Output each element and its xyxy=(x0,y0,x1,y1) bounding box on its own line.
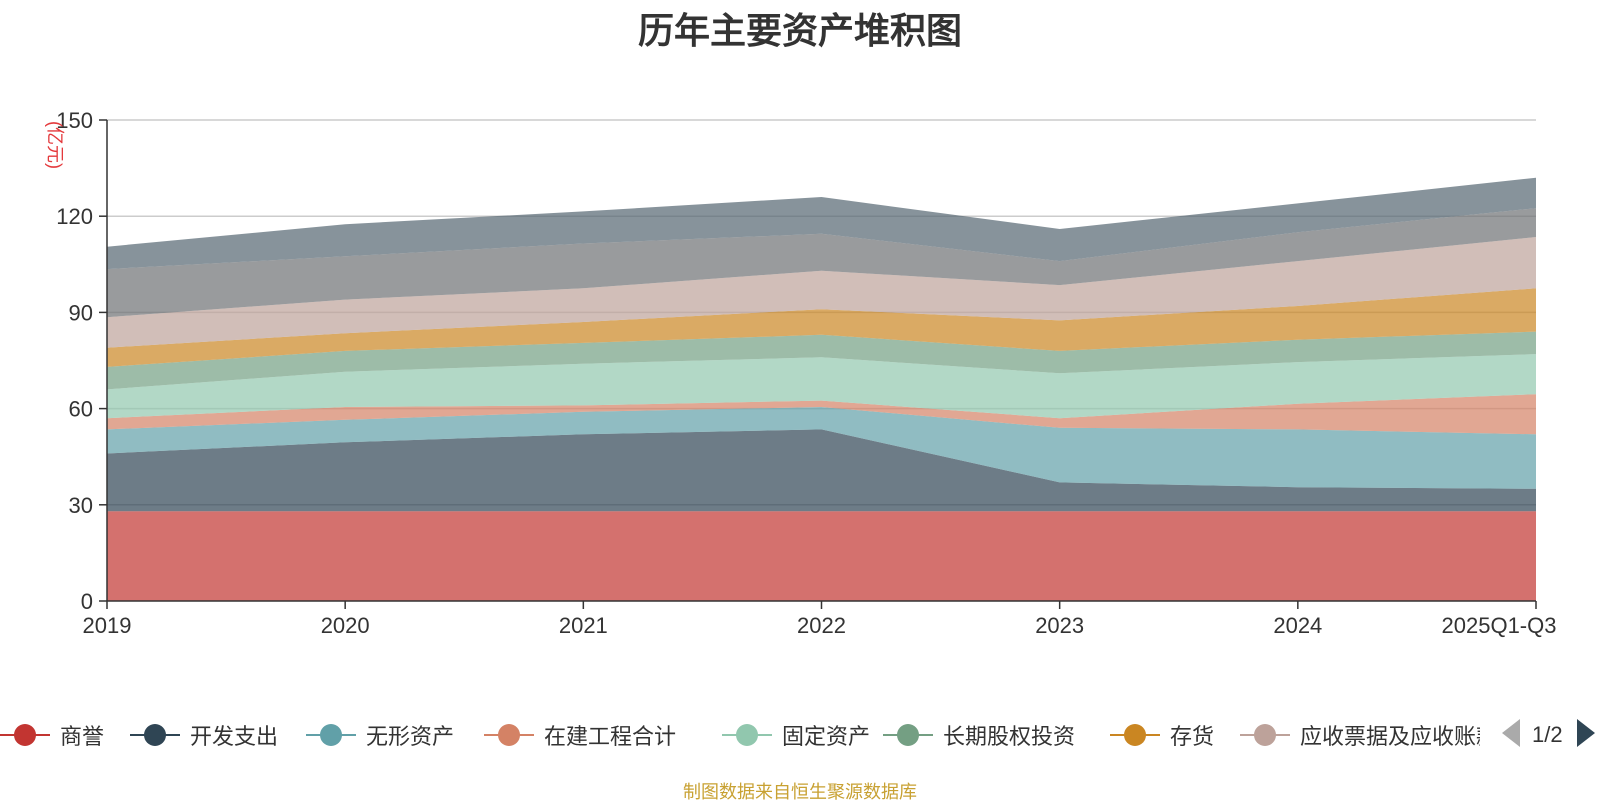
legend-item[interactable]: 固定资产 xyxy=(722,718,870,752)
area-series-1 xyxy=(107,429,1536,512)
legend-marker-icon xyxy=(484,724,534,746)
area-series-9 xyxy=(107,177,1536,270)
legend-marker-icon xyxy=(1110,724,1160,746)
legend-pager: 1/2 xyxy=(1500,718,1597,752)
legend-item[interactable]: 开发支出 xyxy=(130,718,278,752)
legend-item[interactable]: 存货 xyxy=(1110,718,1214,752)
x-tick-label: 2023 xyxy=(1035,613,1084,638)
y-tick-label: 30 xyxy=(69,493,93,518)
legend-marker-icon xyxy=(130,724,180,746)
y-tick-label: 150 xyxy=(56,108,93,133)
legend-item[interactable]: 应收票据及应收账款 xyxy=(1240,718,1480,752)
area-series-8 xyxy=(107,208,1536,318)
legend: 商誉 开发支出 无形资产 在建工程合计 固定资产 长期股权投资 存货 应收票据及应收账款 xyxy=(0,718,1480,752)
legend-marker-icon xyxy=(883,724,933,746)
area-series-6 xyxy=(107,288,1536,367)
legend-marker-icon xyxy=(1240,724,1290,746)
area-series-4 xyxy=(107,354,1536,419)
x-tick-label: 2024 xyxy=(1273,613,1322,638)
area-series-3 xyxy=(107,394,1536,435)
legend-label: 固定资产 xyxy=(782,724,871,749)
x-tick-label: 2022 xyxy=(797,613,846,638)
data-source-note: 制图数据来自恒生聚源数据库 xyxy=(683,782,917,802)
legend-marker-icon xyxy=(722,724,772,746)
series-areas xyxy=(107,177,1536,601)
legend-label: 长期股权投资 xyxy=(943,724,1076,749)
x-tick-label: 2020 xyxy=(321,613,370,638)
legend-page-indicator: 1/2 xyxy=(1532,722,1563,747)
y-tick-label: 0 xyxy=(81,589,93,614)
legend-label: 无形资产 xyxy=(366,724,455,749)
legend-label: 应收票据及应收账款 xyxy=(1300,724,1480,749)
legend-item[interactable]: 在建工程合计 xyxy=(484,718,676,752)
legend-marker-icon xyxy=(306,724,356,746)
legend-item[interactable]: 商誉 xyxy=(0,718,104,752)
y-axis-unit-label: (亿元) xyxy=(45,121,65,169)
x-tick-label: 2025Q1-Q3 xyxy=(1442,613,1557,638)
area-series-2 xyxy=(107,407,1536,489)
y-tick-label: 60 xyxy=(69,397,93,422)
legend-label: 在建工程合计 xyxy=(544,724,677,749)
legend-label: 商誉 xyxy=(60,724,105,749)
legend-marker-icon xyxy=(0,724,50,746)
y-tick-label: 120 xyxy=(56,204,93,229)
area-series-7 xyxy=(107,237,1536,348)
axes: 0 30 60 90 120 150 2019 2020 2021 2022 2023 2024 202… xyxy=(45,108,1556,638)
legend-item[interactable]: 无形资产 xyxy=(306,718,454,752)
legend-next-icon[interactable] xyxy=(1575,718,1597,753)
legend-prev-icon[interactable] xyxy=(1500,718,1522,753)
legend-item[interactable]: 长期股权投资 xyxy=(883,718,1075,752)
area-series-5 xyxy=(107,331,1536,390)
x-tick-label: 2021 xyxy=(559,613,608,638)
chart-title: 历年主要资产堆积图 xyxy=(637,10,962,51)
x-tick-label: 2019 xyxy=(83,613,132,638)
area-series-0 xyxy=(107,511,1536,601)
legend-label: 开发支出 xyxy=(190,724,279,749)
y-tick-label: 90 xyxy=(69,300,93,325)
legend-label: 存货 xyxy=(1170,724,1215,749)
